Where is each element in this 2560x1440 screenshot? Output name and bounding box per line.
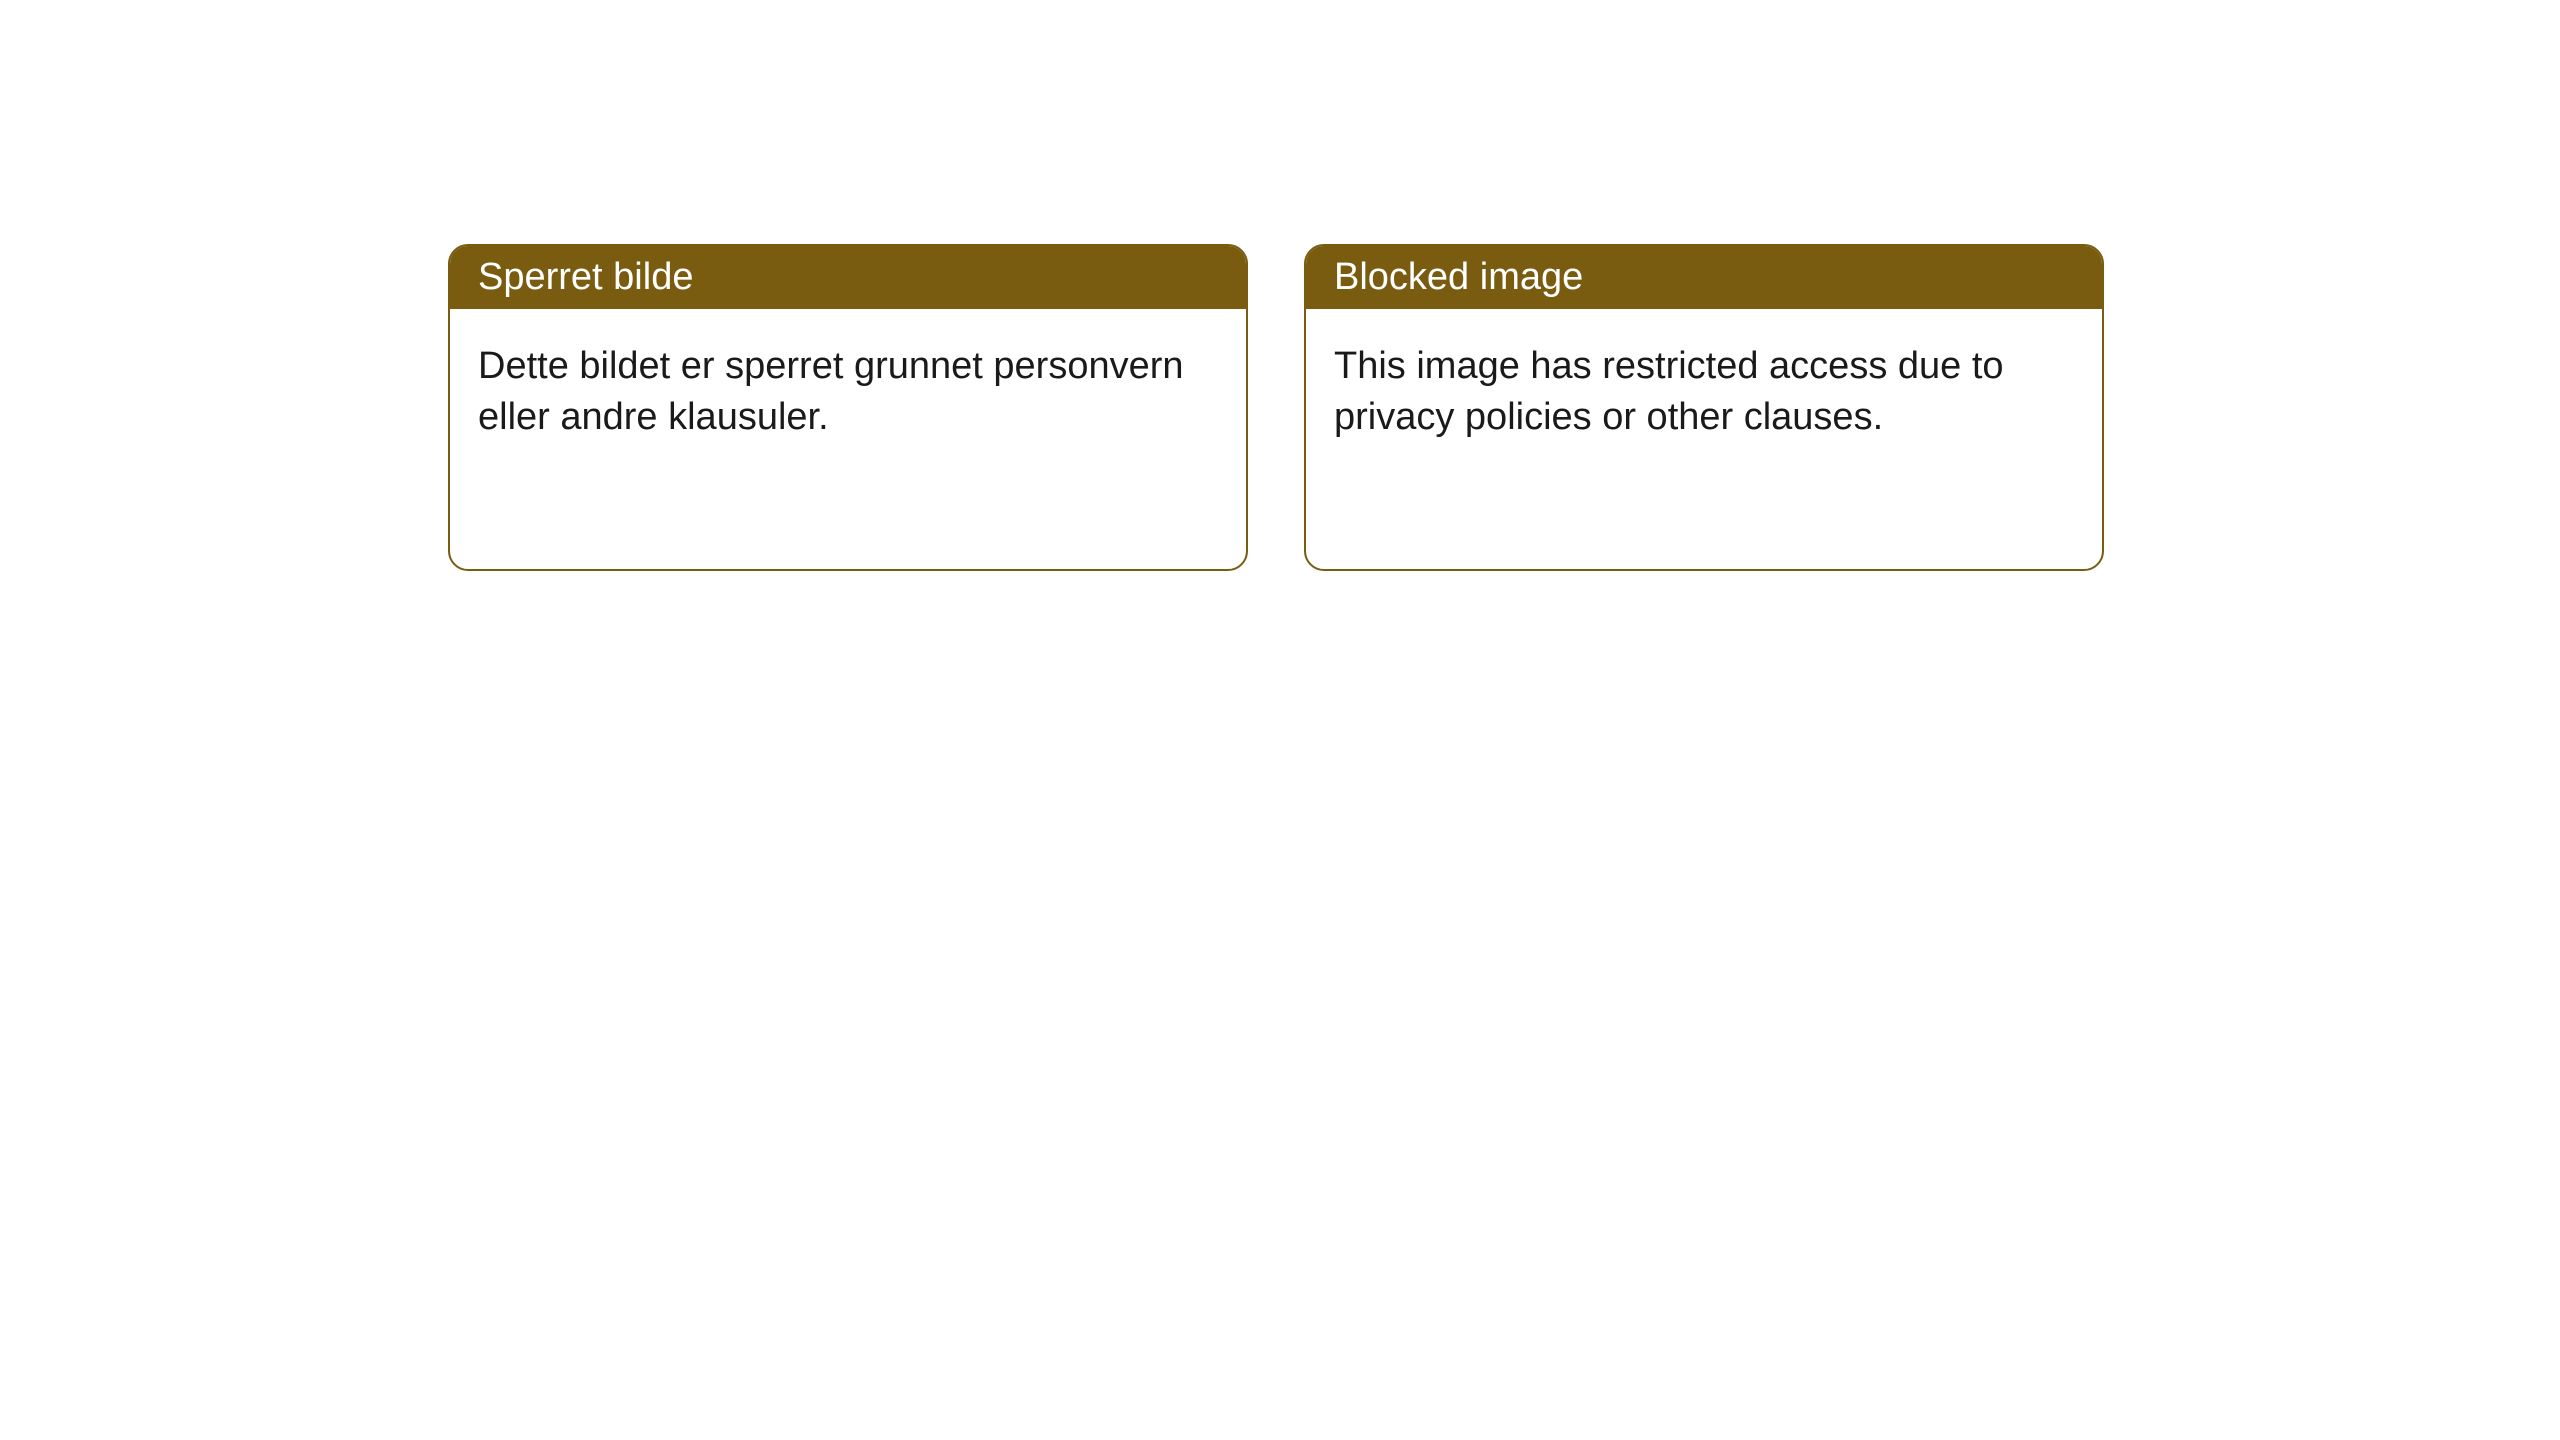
notice-cards-row: Sperret bilde Dette bildet er sperret gr… bbox=[448, 244, 2104, 571]
card-header-no: Sperret bilde bbox=[450, 246, 1246, 309]
blocked-image-card-no: Sperret bilde Dette bildet er sperret gr… bbox=[448, 244, 1248, 571]
card-body-en: This image has restricted access due to … bbox=[1306, 309, 2102, 569]
blocked-image-card-en: Blocked image This image has restricted … bbox=[1304, 244, 2104, 571]
card-header-en: Blocked image bbox=[1306, 246, 2102, 309]
card-body-no: Dette bildet er sperret grunnet personve… bbox=[450, 309, 1246, 569]
